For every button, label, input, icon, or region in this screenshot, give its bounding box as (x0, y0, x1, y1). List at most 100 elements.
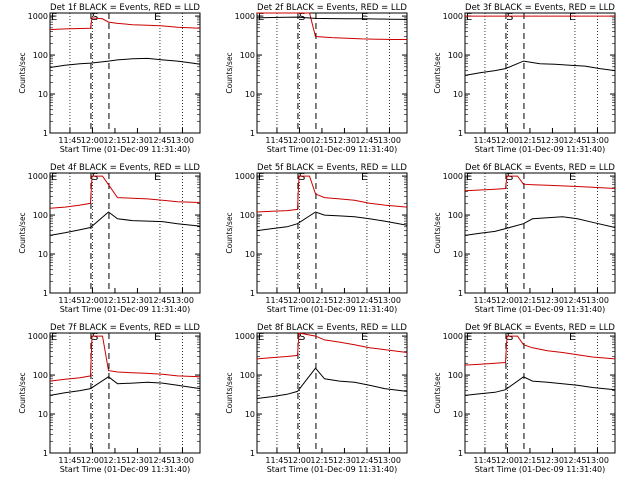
y-axis-label: Counts/sec (18, 212, 27, 253)
x-axis-label: Start Time (01-Dec-09 11:31:40) (267, 145, 398, 154)
x-tick-label: 12:00 (496, 296, 519, 305)
lld-series-line (256, 332, 408, 360)
panel-title: Det 3f BLACK = Events, RED = LLD (465, 3, 615, 13)
lld-series-line (464, 175, 616, 192)
x-tick-label: 11:45 (473, 456, 496, 465)
flag-letter-s: S (92, 12, 98, 23)
y-tick-label: 100 (448, 51, 463, 60)
y-tick-label: 1 (43, 449, 48, 458)
flag-letter-e: E (569, 172, 575, 183)
x-tick-label: 12:00 (496, 456, 519, 465)
x-tick-label: 12:30 (541, 136, 564, 145)
x-tick-label: 12:15 (310, 296, 333, 305)
plot-frame (256, 332, 408, 454)
x-tick-label: 12:45 (563, 456, 586, 465)
flag-letter-e: E (51, 12, 57, 23)
x-tick-label: 12:30 (126, 136, 149, 145)
y-tick-label: 10 (38, 410, 48, 419)
x-tick-label: 11:45 (58, 456, 81, 465)
x-tick-label: 12:15 (310, 456, 333, 465)
panel-title: Det 5f BLACK = Events, RED = LLD (257, 163, 407, 173)
flag-letter-e: E (258, 332, 264, 343)
x-tick-label: 11:45 (265, 296, 288, 305)
y-axis-label: Counts/sec (225, 212, 234, 253)
x-tick-label: 12:00 (288, 296, 311, 305)
x-tick-label: 12:15 (310, 136, 333, 145)
flag-letter-e: E (466, 12, 472, 23)
plot-frame (256, 12, 408, 134)
x-tick-label: 13:00 (378, 136, 401, 145)
y-tick-label: 1 (458, 289, 463, 298)
x-tick-label: 12:15 (103, 456, 126, 465)
lld-series-line (257, 12, 407, 40)
plot-frame (256, 172, 408, 294)
x-tick-label: 12:30 (333, 296, 356, 305)
flag-letter-s: S (92, 172, 98, 183)
x-tick-label: 13:00 (171, 136, 194, 145)
panel-title: Det 9f BLACK = Events, RED = LLD (465, 323, 615, 333)
lld-series-line (49, 175, 201, 209)
panel-title: Det 4f BLACK = Events, RED = LLD (50, 163, 200, 173)
y-axis-label: Counts/sec (433, 52, 442, 93)
x-tick-label: 12:00 (81, 296, 104, 305)
flag-letter-e: E (258, 172, 264, 183)
y-tick-label: 10 (453, 250, 463, 259)
x-tick-label: 12:45 (563, 296, 586, 305)
x-axis-label: Start Time (01-Dec-09 11:31:40) (475, 305, 606, 314)
y-tick-label: 100 (33, 371, 48, 380)
flag-letter-e: E (51, 332, 57, 343)
x-tick-label: 12:45 (355, 456, 378, 465)
y-tick-label: 1000 (28, 332, 48, 341)
y-tick-label: 1000 (28, 12, 48, 21)
x-tick-label: 12:30 (126, 456, 149, 465)
events-series-line (256, 211, 408, 232)
y-tick-label: 10 (38, 90, 48, 99)
y-tick-label: 1000 (28, 172, 48, 181)
x-tick-label: 12:45 (563, 136, 586, 145)
x-axis-label: Start Time (01-Dec-09 11:31:40) (60, 305, 191, 314)
y-axis-label: Counts/sec (433, 372, 442, 413)
flag-letter-e: E (569, 12, 575, 23)
x-tick-label: 13:00 (586, 296, 609, 305)
flag-letter-e: E (361, 12, 367, 23)
flag-letter-e: E (51, 172, 57, 183)
x-tick-label: 11:45 (473, 296, 496, 305)
flag-letter-e: E (466, 332, 472, 343)
events-series-line (49, 211, 201, 236)
flag-letter-e: E (154, 172, 160, 183)
x-tick-label: 12:30 (333, 456, 356, 465)
plot-frame (464, 172, 616, 294)
y-axis-label: Counts/sec (433, 212, 442, 253)
y-tick-label: 1 (458, 449, 463, 458)
x-tick-label: 12:45 (355, 296, 378, 305)
x-tick-label: 12:00 (81, 136, 104, 145)
panel-title: Det 6f BLACK = Events, RED = LLD (465, 163, 615, 173)
y-tick-label: 10 (245, 250, 255, 259)
y-tick-label: 1 (43, 129, 48, 138)
x-axis-label: Start Time (01-Dec-09 11:31:40) (60, 465, 191, 474)
x-tick-label: 12:00 (496, 136, 519, 145)
x-tick-label: 12:15 (103, 296, 126, 305)
x-tick-label: 13:00 (378, 456, 401, 465)
y-tick-label: 100 (448, 371, 463, 380)
x-tick-label: 13:00 (586, 456, 609, 465)
y-tick-label: 10 (453, 90, 463, 99)
x-tick-label: 13:00 (171, 456, 194, 465)
flag-letter-e: E (361, 172, 367, 183)
lld-series-line (49, 17, 201, 31)
x-axis-label: Start Time (01-Dec-09 11:31:40) (475, 145, 606, 154)
y-tick-label: 100 (240, 211, 255, 220)
x-tick-label: 12:15 (103, 136, 126, 145)
flag-letter-s: S (299, 172, 305, 183)
plot-frame (49, 172, 201, 294)
panel-title: Det 7f BLACK = Events, RED = LLD (50, 323, 200, 333)
x-axis-label: Start Time (01-Dec-09 11:31:40) (267, 305, 398, 314)
flag-letter-s: S (507, 332, 513, 343)
x-tick-label: 13:00 (586, 136, 609, 145)
events-series-line (464, 216, 616, 236)
x-tick-label: 12:00 (288, 136, 311, 145)
